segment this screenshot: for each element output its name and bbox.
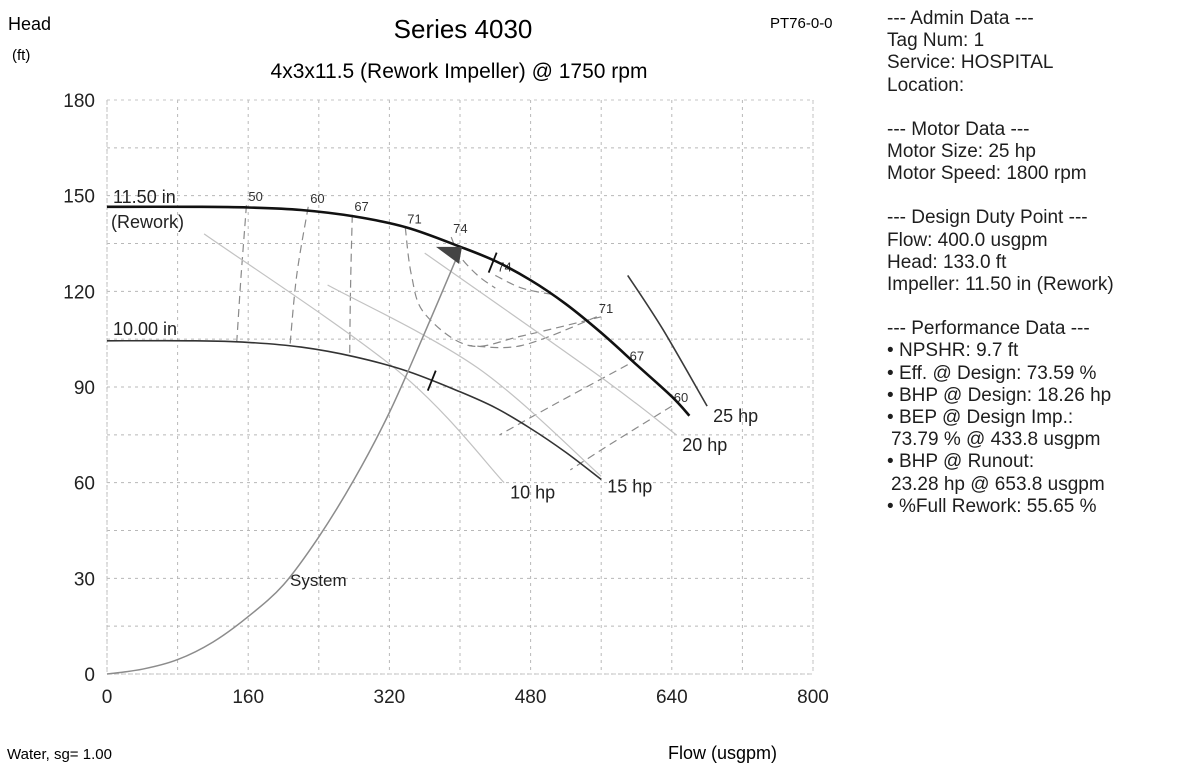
- motor-header: --- Motor Data ---: [887, 118, 1030, 140]
- curve-tick-mark: [426, 370, 437, 391]
- y-tick-label: 120: [63, 282, 95, 303]
- location: Location:: [887, 74, 965, 96]
- curve-label-10-00: 10.00 in: [113, 319, 177, 339]
- chart-code: PT76-0-0: [770, 15, 833, 32]
- x-axis-label: Flow (usgpm): [668, 743, 777, 763]
- y-axis-unit: (ft): [12, 47, 30, 64]
- perf-header: --- Performance Data ---: [887, 318, 1090, 340]
- pump-curves: [106, 205, 691, 675]
- efficiency-line: [495, 274, 553, 296]
- y-tick-label: 150: [63, 187, 95, 208]
- x-tick-label: 160: [232, 687, 264, 708]
- plot-frame: [106, 99, 814, 675]
- efficiency-label: 71: [599, 301, 613, 316]
- design-head: Head: 133.0 ft: [887, 251, 1007, 273]
- x-tick-label: 640: [656, 687, 688, 708]
- y-tick-label: 180: [63, 91, 95, 112]
- design-point-marker: [436, 246, 462, 264]
- curve-label-rework: (Rework): [111, 212, 184, 232]
- efficiency-label: 60: [674, 390, 688, 405]
- curve-label-11-50: 11.50 in: [113, 187, 176, 207]
- x-tick-label: 480: [515, 687, 547, 708]
- motor-section: --- Motor Data --- Motor Size: 25 hp Mot…: [887, 119, 1182, 186]
- grid: [106, 99, 814, 675]
- axes: 0 160 320 480 640 800 0 30 60 90 120 150 180: [63, 91, 829, 708]
- impeller-10-00-curve: [106, 339, 602, 481]
- y-axis-label: Head: [8, 14, 51, 34]
- impeller-11-50-curve: [106, 205, 691, 417]
- power-label: 15 hp: [607, 476, 652, 496]
- bhp-design: • BHP @ Design: 18.26 hp: [887, 384, 1112, 406]
- power-lines: 10 hp 15 hp 20 hp 25 hp: [203, 233, 758, 503]
- power-line: [627, 274, 708, 407]
- design-flow: Flow: 400.0 usgpm: [887, 229, 1048, 251]
- full-rework: • %Full Rework: 55.65 %: [887, 495, 1097, 517]
- x-tick-label: 320: [374, 687, 406, 708]
- power-line: [424, 252, 677, 436]
- performance-section: --- Performance Data --- • NPSHR: 9.7 ft …: [887, 318, 1182, 518]
- tag-num: Tag Num: 1: [887, 30, 985, 52]
- footnote: Water, sg= 1.00: [7, 746, 112, 763]
- npshr: • NPSHR: 9.7 ft: [887, 340, 1019, 362]
- design-section: --- Design Duty Point --- Flow: 400.0 us…: [887, 207, 1182, 296]
- efficiency-line: [569, 405, 673, 471]
- bhp-runout: • BHP @ Runout:: [887, 451, 1035, 473]
- service: Service: HOSPITAL: [887, 52, 1054, 74]
- info-panel: --- Admin Data --- Tag Num: 1 Service: H…: [887, 8, 1182, 540]
- eff-design: • Eff. @ Design: 73.59 %: [887, 362, 1097, 384]
- power-label: 10 hp: [510, 483, 555, 503]
- y-tick-label: 0: [84, 665, 95, 686]
- admin-header: --- Admin Data ---: [887, 8, 1034, 29]
- power-label: 20 hp: [682, 435, 727, 455]
- curve-label-system: System: [290, 571, 347, 590]
- bhp-runout-value: 23.28 hp @ 653.8 usgpm: [891, 473, 1105, 495]
- efficiency-line: [236, 205, 247, 343]
- efficiency-label: 74: [453, 221, 467, 236]
- efficiency-line: [404, 227, 602, 347]
- motor-size: Motor Size: 25 hp: [887, 141, 1036, 163]
- x-tick-label: 800: [797, 687, 829, 708]
- admin-section: --- Admin Data --- Tag Num: 1 Service: H…: [887, 8, 1182, 97]
- efficiency-line: [468, 316, 598, 349]
- bep-design: • BEP @ Design Imp.:: [887, 407, 1074, 429]
- power-line: [327, 284, 602, 477]
- motor-speed: Motor Speed: 1800 rpm: [887, 163, 1087, 185]
- efficiency-label: 67: [354, 199, 368, 214]
- design-impeller: Impeller: 11.50 in (Rework): [887, 274, 1114, 296]
- bep-design-value: 73.79 % @ 433.8 usgpm: [891, 429, 1101, 451]
- y-tick-label: 30: [74, 569, 95, 590]
- efficiency-line: [450, 236, 496, 289]
- efficiency-label: 50: [248, 189, 262, 204]
- y-tick-label: 60: [74, 474, 95, 495]
- system-curve: [106, 249, 461, 675]
- efficiency-line: [289, 206, 309, 349]
- efficiency-line: [349, 214, 353, 357]
- chart-title: Series 4030: [394, 14, 533, 44]
- power-line: [203, 233, 505, 484]
- x-tick-label: 0: [102, 687, 113, 708]
- y-tick-label: 90: [74, 378, 95, 399]
- power-label: 25 hp: [713, 406, 758, 426]
- chart-subtitle: 4x3x11.5 (Rework Impeller) @ 1750 rpm: [271, 60, 648, 83]
- chart-labels: 11.50 in (Rework) 10.00 in System: [111, 187, 347, 590]
- efficiency-label: 71: [407, 212, 421, 227]
- efficiency-label: 67: [630, 349, 644, 364]
- curve-tick-mark: [487, 252, 498, 273]
- efficiency-label: 60: [310, 191, 324, 206]
- design-header: --- Design Duty Point ---: [887, 207, 1088, 229]
- efficiency-line: [499, 364, 628, 436]
